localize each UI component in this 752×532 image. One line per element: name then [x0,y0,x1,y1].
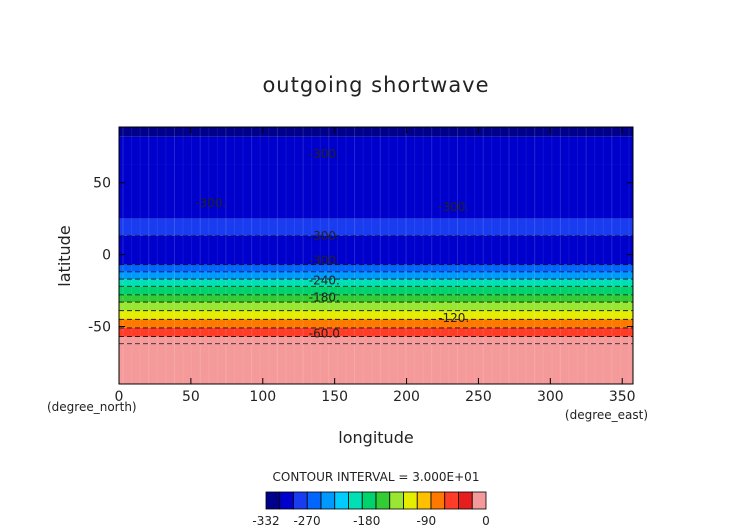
band-9 [119,294,633,303]
contour-lines [119,235,633,345]
contour-label-1: -300. [195,196,226,210]
colorbar-swatch-14 [458,491,473,510]
colorbar-swatch-4 [320,491,336,510]
colorbar-swatch-3 [306,491,322,510]
chart-title: outgoing shortwave [262,73,489,97]
x-tick-label-1: 50 [182,389,200,405]
band-8 [119,286,633,295]
x-tick-label-3: 150 [321,389,348,405]
y-tick-label-2: 50 [93,176,111,192]
band-10 [119,302,633,311]
colorbar-swatch-12 [430,491,446,510]
colorbar-swatch-10 [403,491,418,510]
colorbar-swatch-6 [348,491,363,510]
band-14 [119,336,633,344]
band-12 [119,319,633,328]
colorbar-tick-label-4: 0 [482,514,490,528]
band-7 [119,279,633,287]
y-tick-label-0: -50 [88,319,111,335]
x-tick-label-4: 200 [393,389,420,405]
band-15 [119,343,633,384]
colorbar-swatch-9 [389,491,404,510]
colorbar-swatch-13 [444,491,459,510]
x-axis: 0 50 100 150 200 250 300 350 [115,127,636,405]
band-4 [119,235,633,265]
x-tick-label-5: 250 [465,389,492,405]
contour-label-4: -300. [309,253,340,267]
colorbar-tick-label-1: -270 [293,514,320,528]
colorbar-swatch-15 [471,491,487,510]
contour-label-7: -120. [438,311,469,325]
band-13 [119,327,633,337]
plot-frame [118,126,634,385]
band-6 [119,271,633,280]
contour-interval-label: CONTOUR INTERVAL = 3.000E+01 [273,470,480,484]
colorbar-tick-label-2: -180 [353,514,380,528]
colorbar-swatch-11 [416,491,432,510]
band-11 [119,310,633,320]
band-3 [119,218,633,236]
x-tick-label-0: 0 [115,389,124,405]
colorbar-swatch-2 [293,491,308,510]
colorbar-tick-label-0: -332 [252,514,279,528]
y-axis: -50 0 50 [88,176,633,335]
contour-label-3: -300. [309,229,340,243]
plot-area: -300. -300. -300. -300. -300. -240. -180. -120.… [118,126,634,385]
contour-labels: -300. -300. -300. -300. -300. -240. -180. -120.… [195,147,469,341]
colorbar: -332 -270 -180 -90 0 [252,491,490,528]
x-tick-label-7: 350 [609,389,636,405]
band-2 [119,164,633,219]
band-5 [119,264,633,272]
contour-label-5: -240. [309,273,340,287]
x-tick-label-2: 100 [249,389,276,405]
y-axis-label: latitude [55,225,74,286]
colorbar-swatch-8 [375,491,391,510]
contour-label-2: -300. [438,200,469,214]
x-tick-label-6: 300 [537,389,564,405]
band-0 [119,127,633,137]
colorbar-swatch-0 [265,491,281,510]
x-axis-unit: (degree_east) [565,408,648,422]
x-axis-label: longitude [338,428,413,447]
colorbar-swatch-5 [334,491,349,510]
colorbar-swatch-1 [279,491,294,510]
contour-label-6: -180. [309,291,340,305]
y-axis-unit: (degree_north) [47,400,137,414]
contour-label-8: -60.0 [309,327,340,341]
color-bands [119,127,633,384]
y-tick-label-1: 0 [102,248,111,264]
noise-stripes [122,127,630,384]
colorbar-swatch-7 [361,491,377,510]
colorbar-tick-label-3: -90 [417,514,437,528]
contour-label-0: -300. [309,147,340,161]
band-1 [119,136,633,165]
